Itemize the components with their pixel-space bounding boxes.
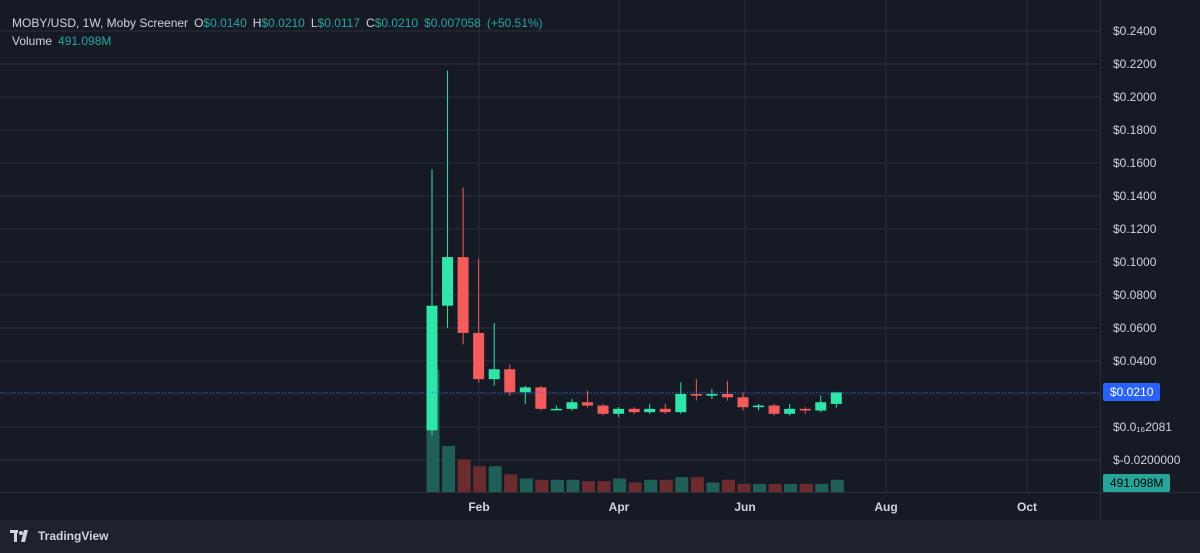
current-price-badge: $0.0210 — [1103, 383, 1161, 402]
volume-bar — [582, 481, 595, 492]
volume-bar — [473, 466, 487, 492]
candle-body — [597, 405, 609, 414]
open-value: $0.0140 — [203, 16, 247, 30]
footer: TradingView — [0, 520, 1200, 553]
time-tick: Oct — [1016, 500, 1038, 514]
price-axis[interactable]: $0.2400 $0.2200 $0.2000 $0.1800 $0.1600 … — [1100, 0, 1200, 492]
tradingview-brand: TradingView — [38, 529, 109, 543]
close-label: C — [366, 16, 375, 30]
volume-bar — [753, 483, 767, 492]
volume-bar — [566, 479, 580, 492]
candle-body — [799, 408, 811, 411]
low-label: L — [310, 16, 318, 30]
volume-bar — [550, 479, 564, 492]
price-tick: $0.0800 — [1113, 288, 1157, 302]
candle-body — [550, 408, 562, 411]
candle-body — [721, 394, 733, 398]
volume-bar — [597, 481, 611, 492]
candle-body — [426, 305, 438, 431]
price-tick: $0.1000 — [1113, 255, 1157, 269]
candle-body — [784, 408, 796, 414]
high-value: $0.0210 — [261, 16, 305, 30]
axis-corner — [1100, 492, 1200, 521]
price-tick-low: $0.0₁₆2081 — [1113, 420, 1172, 434]
volume-bar — [457, 459, 471, 492]
price-tick: $0.0600 — [1113, 321, 1157, 335]
volume-bar — [519, 478, 533, 492]
volume-bar — [815, 483, 829, 492]
price-tick: $0.1600 — [1113, 156, 1157, 170]
price-tick: $0.1200 — [1113, 222, 1157, 236]
volume-bar — [690, 477, 704, 492]
volume-bar — [488, 466, 502, 492]
time-tick: Feb — [468, 500, 490, 514]
candle-body — [768, 405, 780, 414]
price-tick-negative: $-0.0200000 — [1113, 453, 1181, 467]
chart-legend: MOBY/USD, 1W, Moby Screener O$0.0140 H$0… — [12, 14, 543, 50]
candle-body — [457, 257, 469, 333]
candle-body — [488, 369, 500, 380]
candle-body — [659, 408, 671, 413]
volume-bar — [737, 483, 751, 492]
candle-body — [644, 408, 656, 413]
tradingview-logo-icon — [10, 530, 28, 542]
volume-bar — [675, 477, 689, 492]
volume-bar — [799, 483, 813, 492]
time-tick: Jun — [734, 500, 756, 514]
candle-body — [815, 402, 827, 411]
open-label: O — [194, 16, 204, 30]
volume-bar — [768, 483, 782, 492]
price-tick: $0.2200 — [1113, 57, 1157, 71]
volume-bar — [504, 474, 518, 492]
change-percent: (+50.51%) — [486, 16, 543, 30]
candle-body — [830, 392, 842, 404]
price-tick: $0.1400 — [1113, 189, 1157, 203]
time-tick: Aug — [874, 500, 898, 514]
symbol-title[interactable]: MOBY/USD, 1W, Moby Screener — [12, 16, 189, 30]
candle-body — [706, 394, 718, 396]
time-axis[interactable]: Feb Apr Jun Aug Oct — [0, 492, 1100, 521]
candle-body — [628, 408, 640, 413]
candle-body — [566, 402, 578, 409]
candle-body — [504, 369, 516, 393]
candle-body — [675, 394, 687, 413]
price-tick: $0.1800 — [1113, 123, 1157, 137]
candle-body — [442, 257, 454, 306]
price-tick: $0.2400 — [1113, 24, 1157, 38]
close-value: $0.0210 — [374, 16, 419, 30]
candle-body — [582, 402, 593, 406]
volume-bar — [706, 482, 720, 492]
candle-body — [535, 387, 547, 409]
volume-bar — [628, 482, 642, 492]
candle-body — [753, 405, 765, 408]
volume-bar — [644, 479, 658, 492]
time-tick: Apr — [608, 500, 630, 514]
volume-row: Volume 491.098M — [12, 32, 543, 50]
change-value: $0.007058 — [424, 16, 481, 30]
volume-bar — [613, 478, 627, 492]
candle-body — [690, 394, 702, 396]
tradingview-logo[interactable]: TradingView — [10, 529, 108, 543]
volume-value: 491.098M — [58, 34, 112, 48]
volume-label[interactable]: Volume — [12, 34, 53, 48]
candlestick-chart[interactable] — [0, 0, 1100, 492]
ohlc-row: MOBY/USD, 1W, Moby Screener O$0.0140 H$0… — [12, 14, 543, 32]
candle-body — [613, 408, 625, 414]
candle-body — [737, 397, 749, 408]
volume-bar — [784, 483, 798, 492]
candle-body — [519, 387, 531, 393]
volume-bar — [659, 479, 673, 492]
volume-badge: 491.098M — [1103, 474, 1171, 492]
volume-bar — [830, 479, 844, 492]
low-value: $0.0117 — [317, 16, 361, 30]
volume-bar — [721, 479, 735, 492]
volume-bar — [535, 479, 549, 492]
volume-bar — [442, 445, 456, 492]
high-label: H — [252, 16, 262, 30]
price-tick: $0.0400 — [1113, 354, 1157, 368]
candle-body — [473, 332, 485, 380]
chart-area[interactable]: MOBY/USD, 1W, Moby Screener O$0.0140 H$0… — [0, 0, 1100, 492]
price-tick: $0.2000 — [1113, 90, 1157, 104]
